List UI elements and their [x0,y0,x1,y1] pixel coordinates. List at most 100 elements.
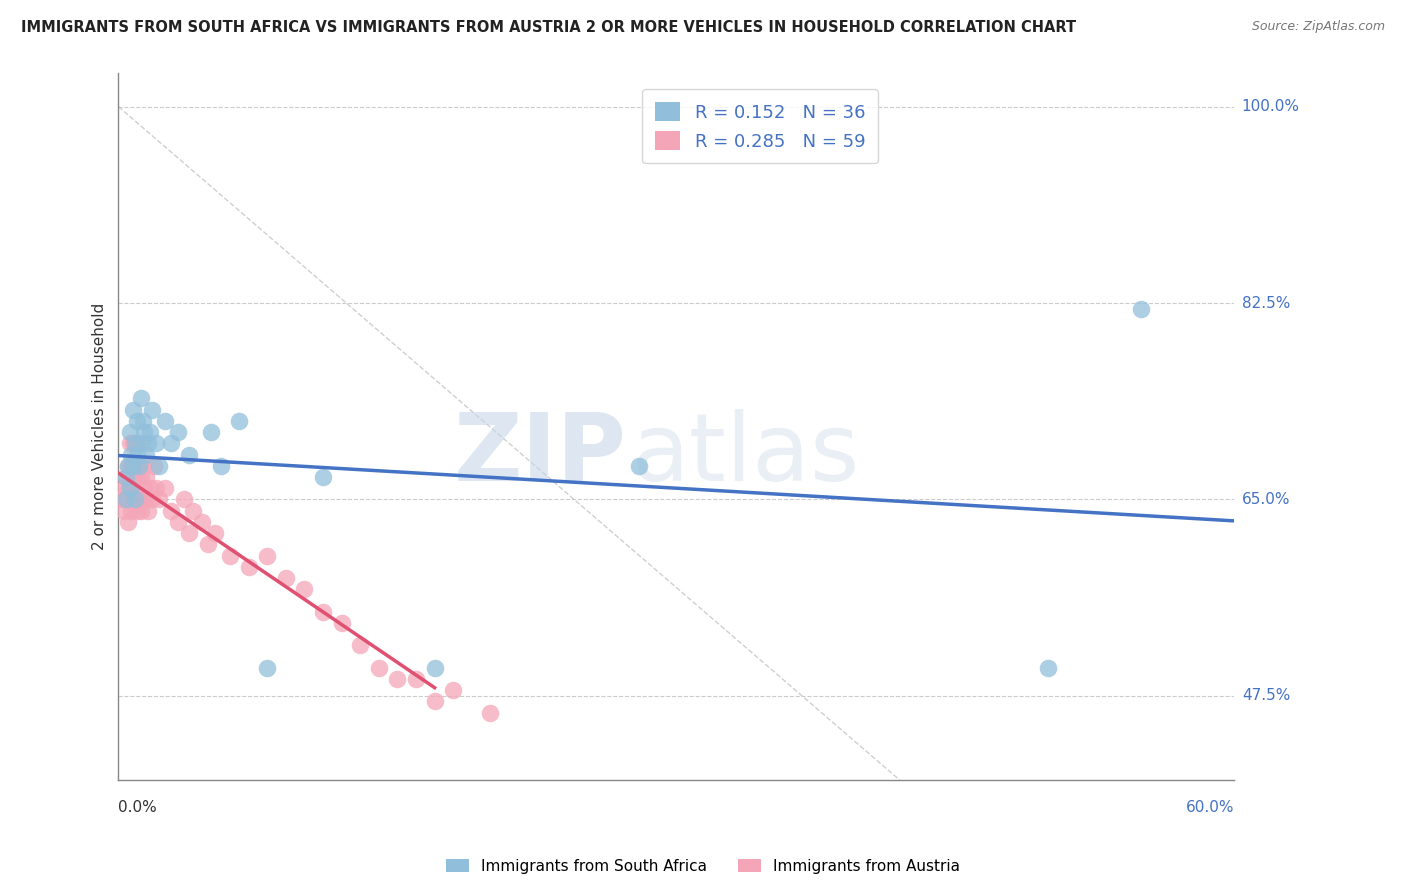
Point [173,492,195,507]
Point [142,458,165,473]
Text: 0.0%: 0.0% [118,800,157,815]
Point [179,448,201,462]
Point [122,470,145,484]
Point [128,458,150,473]
Point [120,503,142,517]
Point [131,492,153,507]
Point [124,492,146,507]
Text: atlas: atlas [631,409,860,500]
Point [423,694,446,708]
Point [120,448,142,462]
Point [145,436,167,450]
Point [256,661,278,675]
Point [129,503,152,517]
Text: ZIP: ZIP [453,409,626,500]
Text: Source: ZipAtlas.com: Source: ZipAtlas.com [1251,20,1385,33]
Text: 60.0%: 60.0% [1185,800,1234,815]
Point [135,448,157,462]
Point [124,436,146,450]
Point [139,481,162,495]
Point [479,706,502,720]
Point [129,436,152,450]
Point [122,492,145,507]
Text: 65.0%: 65.0% [1241,491,1291,507]
Point [122,458,145,473]
Point [204,526,226,541]
Point [120,481,142,495]
Point [148,492,170,507]
Point [1038,661,1060,675]
Point [274,571,297,585]
Point [387,672,409,686]
Point [120,458,142,473]
Point [125,470,148,484]
Point [135,492,157,507]
Point [312,605,335,619]
Point [228,414,250,428]
Point [124,458,146,473]
Point [134,481,156,495]
Point [159,503,181,517]
Point [1130,301,1153,316]
Point [153,481,176,495]
Point [115,470,138,484]
Point [131,458,153,473]
Legend: R = 0.152   N = 36, R = 0.285   N = 59: R = 0.152 N = 36, R = 0.285 N = 59 [643,89,877,163]
Point [628,458,651,473]
Legend: Immigrants from South Africa, Immigrants from Austria: Immigrants from South Africa, Immigrants… [440,853,966,880]
Point [134,425,156,439]
Point [125,448,148,462]
Point [367,661,389,675]
Point [405,672,427,686]
Point [125,414,148,428]
Point [136,436,159,450]
Point [124,492,146,507]
Point [145,481,167,495]
Point [125,503,148,517]
Text: IMMIGRANTS FROM SOUTH AFRICA VS IMMIGRANTS FROM AUSTRIA 2 OR MORE VEHICLES IN HO: IMMIGRANTS FROM SOUTH AFRICA VS IMMIGRAN… [21,20,1076,35]
Point [200,425,222,439]
Point [153,414,176,428]
Point [294,582,316,597]
Point [131,414,153,428]
Point [179,526,201,541]
Point [148,458,170,473]
Point [209,458,232,473]
Point [256,549,278,563]
Point [115,470,138,484]
Point [167,515,190,529]
Point [118,436,141,450]
Point [312,470,335,484]
Point [111,492,134,507]
Point [118,492,141,507]
Point [141,402,163,417]
Point [135,470,157,484]
Y-axis label: 2 or more Vehicles in Household: 2 or more Vehicles in Household [93,302,107,550]
Point [118,425,141,439]
Point [118,481,141,495]
Point [117,458,139,473]
Point [122,402,145,417]
Point [128,492,150,507]
Point [141,492,163,507]
Point [181,503,204,517]
Point [238,559,260,574]
Point [117,458,139,473]
Point [117,481,139,495]
Point [191,515,214,529]
Point [349,638,371,652]
Point [197,537,219,551]
Point [112,481,135,495]
Point [167,425,190,439]
Point [115,492,138,507]
Text: 100.0%: 100.0% [1241,99,1299,114]
Point [122,436,145,450]
Point [441,683,464,698]
Point [129,470,152,484]
Point [136,503,159,517]
Point [159,436,181,450]
Point [129,392,152,406]
Point [115,492,138,507]
Point [219,549,242,563]
Point [128,458,150,473]
